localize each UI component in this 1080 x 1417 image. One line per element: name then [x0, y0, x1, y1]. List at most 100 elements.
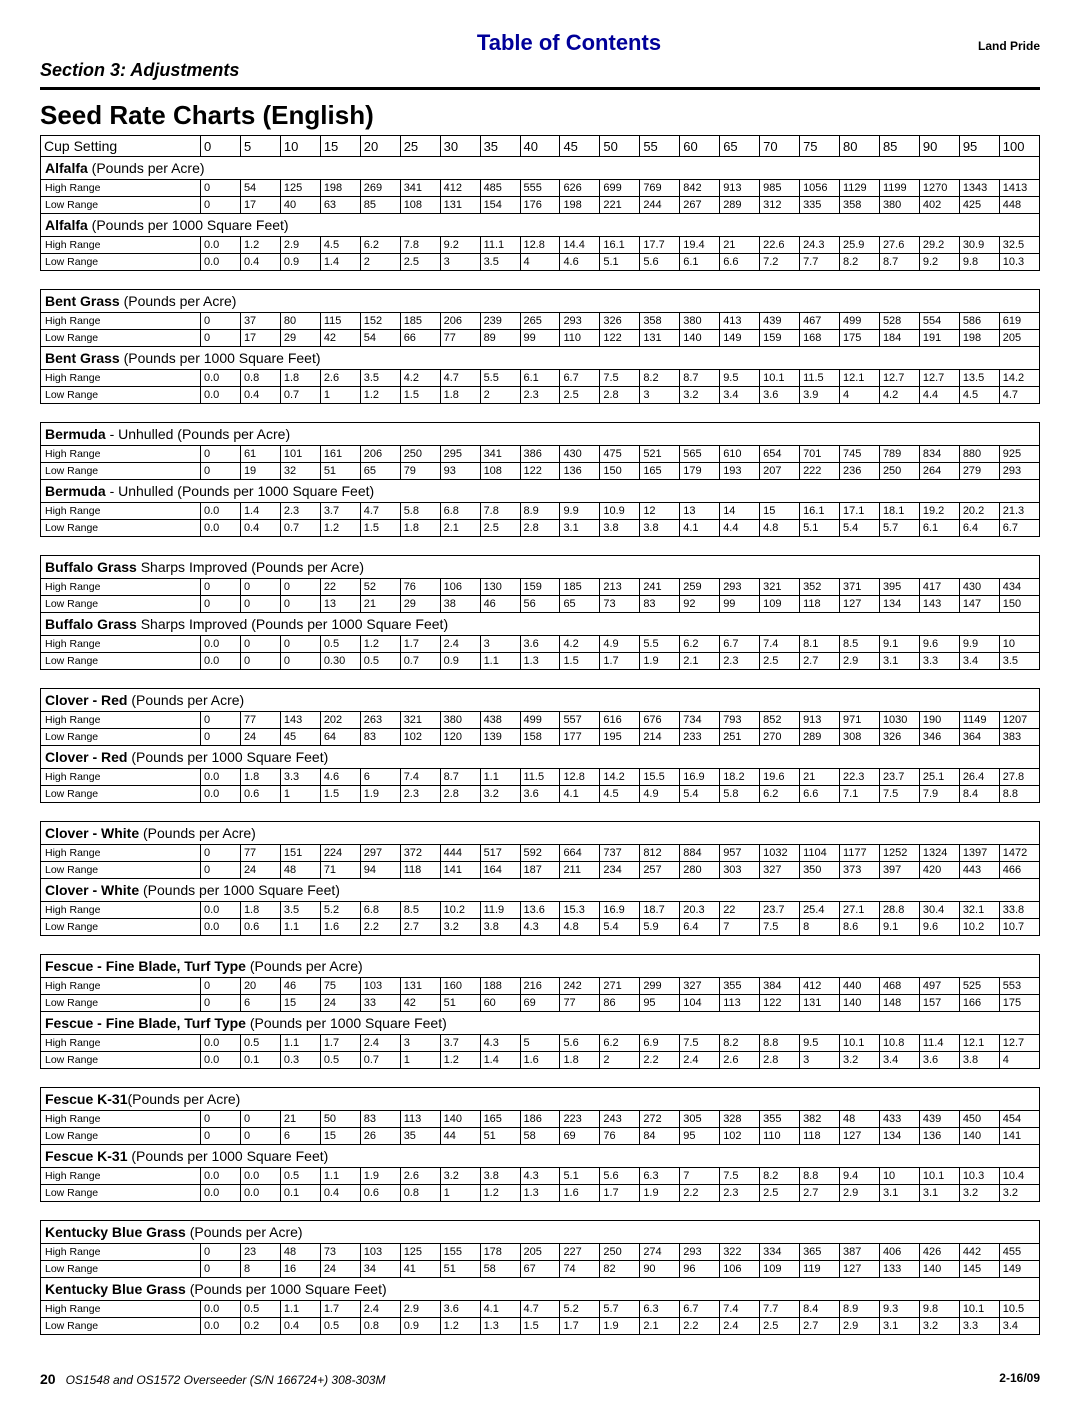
range-label: High Range [41, 313, 201, 330]
range-label: Low Range [41, 463, 201, 480]
table-row: Low Range0244871941181411641872112342572… [41, 862, 1040, 879]
table-row: Low Range0244564831021201391581771952142… [41, 729, 1040, 746]
cup-setting-col: 95 [959, 136, 999, 157]
cup-setting-col: 65 [720, 136, 760, 157]
cup-setting-col: 70 [760, 136, 800, 157]
range-label: High Range [41, 180, 201, 197]
cup-setting-col: 20 [360, 136, 400, 157]
cup-setting-col: 35 [480, 136, 520, 157]
table-row: Low Range0.00.611.51.92.32.83.23.64.14.5… [41, 786, 1040, 803]
table-row: High Range0.01.42.33.74.75.86.87.88.99.9… [41, 503, 1040, 520]
range-label: Low Range [41, 197, 201, 214]
cup-setting-col: 15 [320, 136, 360, 157]
table-row: Low Range0.0000.300.50.70.91.11.31.51.71… [41, 653, 1040, 670]
cup-setting-col: 40 [520, 136, 560, 157]
range-label: High Range [41, 1035, 201, 1052]
seed-type-header: Buffalo Grass Sharps Improved (Pounds pe… [41, 613, 1040, 636]
range-label: Low Range [41, 862, 201, 879]
table-row: High Range023487310312515517820522725027… [41, 1244, 1040, 1261]
range-label: High Range [41, 636, 201, 653]
table-row: High Range077151224297372444517592664737… [41, 845, 1040, 862]
table-row: High Range000225276106130159185213241259… [41, 579, 1040, 596]
table-row: Low Range0061526354451586976849510211011… [41, 1128, 1040, 1145]
table-row: Low Range0.00.40.711.21.51.822.32.52.833… [41, 387, 1040, 404]
range-label: Low Range [41, 995, 201, 1012]
spacer-row [41, 936, 1040, 955]
seed-type-header: Fescue K-31(Pounds per Acre) [41, 1088, 1040, 1111]
cup-setting-col: 90 [919, 136, 959, 157]
spacer-row [41, 1202, 1040, 1221]
range-label: High Range [41, 446, 201, 463]
seed-type-header: Clover - White (Pounds per Acre) [41, 822, 1040, 845]
spacer-row [41, 803, 1040, 822]
range-label: High Range [41, 370, 201, 387]
spacer-row [41, 404, 1040, 423]
table-row: High Range054125198269341412485555626699… [41, 180, 1040, 197]
range-label: High Range [41, 902, 201, 919]
cup-setting-col: 75 [800, 136, 840, 157]
page-number: 20 [40, 1371, 56, 1387]
range-label: High Range [41, 1168, 201, 1185]
spacer-row [41, 537, 1040, 556]
toc-link[interactable]: Table of Contents [160, 30, 978, 56]
cup-setting-col: 55 [640, 136, 680, 157]
cup-setting-col: 100 [999, 136, 1039, 157]
cup-setting-col: 80 [840, 136, 880, 157]
table-row: High Range0.00.51.11.72.42.93.64.14.75.2… [41, 1301, 1040, 1318]
seed-type-header: Bermuda - Unhulled (Pounds per Acre) [41, 423, 1040, 446]
cup-setting-col: 60 [680, 136, 720, 157]
spacer-row [41, 670, 1040, 689]
table-row: High Range0.0000.51.21.72.433.64.24.95.5… [41, 636, 1040, 653]
range-label: Low Range [41, 254, 201, 271]
table-row: High Range0.01.22.94.56.27.89.211.112.81… [41, 237, 1040, 254]
range-label: High Range [41, 503, 201, 520]
cup-setting-col: 30 [440, 136, 480, 157]
table-row: High Range061101161206250295341386430475… [41, 446, 1040, 463]
cup-setting-col: 85 [879, 136, 919, 157]
table-row: Low Range0174063851081311541761982212442… [41, 197, 1040, 214]
table-row: High Range0.00.51.11.72.433.74.355.66.26… [41, 1035, 1040, 1052]
cup-setting-col: 25 [400, 136, 440, 157]
range-label: Low Range [41, 1128, 201, 1145]
table-row: Low Range0.00.20.40.50.80.91.21.31.51.71… [41, 1318, 1040, 1335]
range-label: Low Range [41, 330, 201, 347]
seed-type-header: Alfalfa (Pounds per 1000 Square Feet) [41, 214, 1040, 237]
table-row: High Range077143202263321380438499557616… [41, 712, 1040, 729]
cup-setting-col: 5 [240, 136, 280, 157]
seed-type-header: Fescue - Fine Blade, Turf Type (Pounds p… [41, 955, 1040, 978]
cup-setting-header: Cup Setting [41, 136, 201, 157]
seed-rate-table: Cup Setting05101520253035404550556065707… [40, 135, 1040, 1335]
table-row: High Range0.01.83.34.667.48.71.111.512.8… [41, 769, 1040, 786]
table-row: High Range0.00.81.82.63.54.24.75.56.16.7… [41, 370, 1040, 387]
range-label: Low Range [41, 653, 201, 670]
cup-setting-col: 50 [600, 136, 640, 157]
seed-type-header: Bent Grass (Pounds per Acre) [41, 290, 1040, 313]
footer-model: OS1548 and OS1572 Overseeder (S/N 166724… [66, 1373, 386, 1387]
range-label: Low Range [41, 520, 201, 537]
seed-type-header: Kentucky Blue Grass (Pounds per 1000 Squ… [41, 1278, 1040, 1301]
footer-date: 2-16/09 [999, 1371, 1040, 1387]
table-row: High Range002150831131401651862232432723… [41, 1111, 1040, 1128]
range-label: High Range [41, 1301, 201, 1318]
range-label: Low Range [41, 919, 201, 936]
spacer-row [41, 271, 1040, 290]
range-label: Low Range [41, 1185, 201, 1202]
range-label: High Range [41, 978, 201, 995]
table-row: Low Range0816243441515867748290961061091… [41, 1261, 1040, 1278]
range-label: High Range [41, 1244, 201, 1261]
table-row: Low Range0.00.40.71.21.51.82.12.52.83.13… [41, 520, 1040, 537]
table-row: High Range0.01.83.55.26.88.510.211.913.6… [41, 902, 1040, 919]
seed-type-header: Bermuda - Unhulled (Pounds per 1000 Squa… [41, 480, 1040, 503]
range-label: High Range [41, 579, 201, 596]
seed-type-header: Kentucky Blue Grass (Pounds per Acre) [41, 1221, 1040, 1244]
section-title: Section 3: Adjustments [40, 60, 1040, 81]
range-label: High Range [41, 769, 201, 786]
table-row: High Range037801151521852062392652933263… [41, 313, 1040, 330]
seed-type-header: Clover - Red (Pounds per Acre) [41, 689, 1040, 712]
table-row: High Range0.00.00.51.11.92.63.23.84.35.1… [41, 1168, 1040, 1185]
range-label: High Range [41, 845, 201, 862]
range-label: High Range [41, 237, 201, 254]
page-footer: 20 OS1548 and OS1572 Overseeder (S/N 166… [40, 1371, 1040, 1387]
range-label: Low Range [41, 387, 201, 404]
spacer-row [41, 1069, 1040, 1088]
